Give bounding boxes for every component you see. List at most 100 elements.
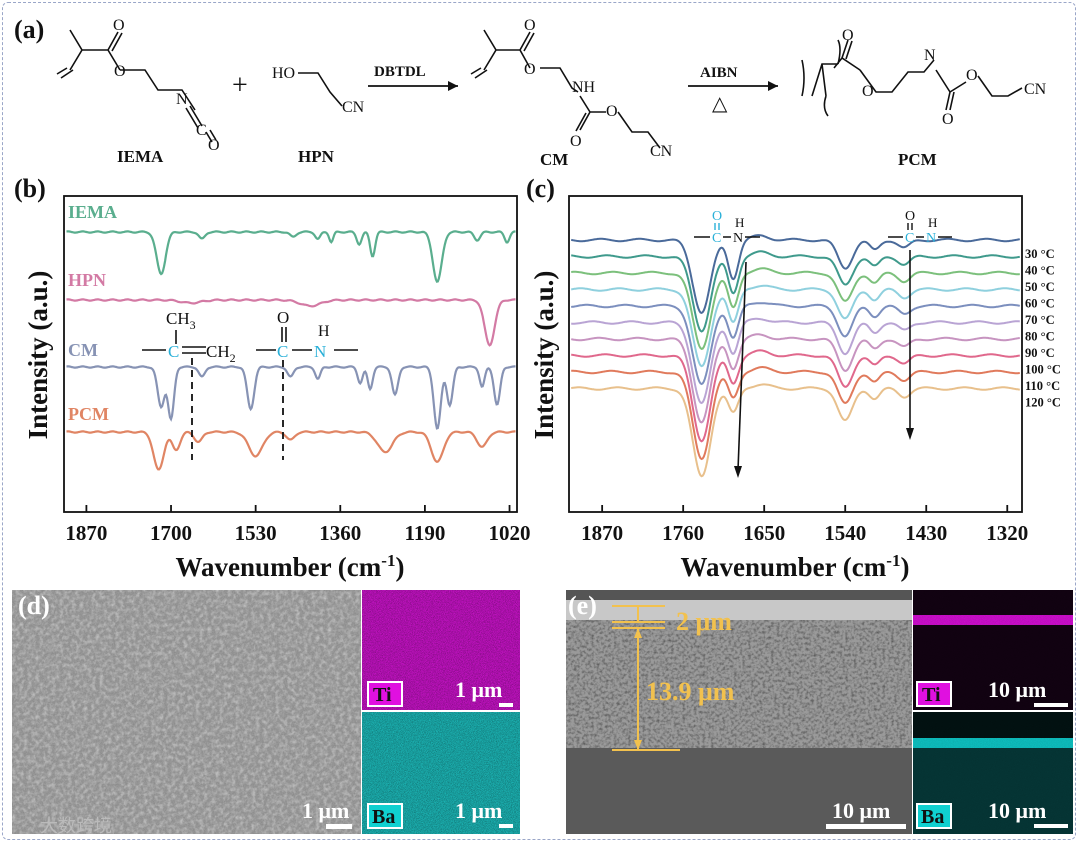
x-tick-label: 1530 <box>235 521 277 545</box>
sem-e-scale-bar <box>826 824 906 829</box>
label-hpn: HPN <box>298 147 335 166</box>
reaction-arrow-2: AIBN △ <box>688 65 778 115</box>
temp-spectrum-line <box>571 365 1020 461</box>
vinyl-group-annotation: CH3 C CH2 <box>142 309 236 460</box>
x-tick-label: 1700 <box>150 521 192 545</box>
temp-legend-label: 30 °C <box>1025 247 1055 261</box>
ti-e-scale-bar <box>1034 703 1068 707</box>
temp-spectrum-line <box>571 317 1020 405</box>
plus-sign: + <box>232 70 248 101</box>
ti-d-scale-bar <box>499 703 513 707</box>
atom-h: H <box>318 323 330 340</box>
x-tick-label: 1760 <box>662 521 704 545</box>
series-names-b: IEMA HPN CM PCM <box>68 202 117 424</box>
cm-structure: O O NH O O CN CM <box>470 17 673 169</box>
x-ticks-b: 1870 1700 1530 1360 1190 1020 <box>65 505 531 545</box>
atom-o: O <box>113 17 125 34</box>
label-pcm: PCM <box>898 150 937 169</box>
temp-spectrum-line <box>571 383 1020 478</box>
atom-o: O <box>114 63 126 80</box>
x-tick-label: 1020 <box>489 521 531 545</box>
y-axis-label-b: Intensity (a.u.) <box>23 271 53 440</box>
panel-a: (a) O O N C O IEMA + HO CN HPN DBTDL <box>14 15 1047 169</box>
atom-c-cyan: C <box>168 342 179 361</box>
atom-c-cyan: C <box>712 231 721 246</box>
substrate-layer <box>566 748 912 834</box>
atom-n-cyan: N <box>314 342 326 361</box>
atom-ch3: CH3 <box>166 309 196 332</box>
temperature-legend: 30 °C 40 °C 50 °C 60 °C 70 °C 80 °C 90 °C 100 °… <box>1025 247 1061 410</box>
x-ticks-c: 1870 1760 1650 1540 1430 1320 <box>581 505 1028 545</box>
reaction-arrow-1: DBTDL <box>368 64 458 91</box>
ti-e-label: Ti <box>922 684 941 706</box>
x-tick-label: 1430 <box>905 521 947 545</box>
spectrum-line-hpn <box>66 298 516 347</box>
iema-structure: O O N C O IEMA <box>56 17 220 166</box>
temp-spectrum-line <box>571 302 1020 386</box>
thick-layer-label: 13.9 μm <box>646 677 735 706</box>
atom-o: O <box>966 67 978 84</box>
atom-o: O <box>570 133 582 150</box>
atom-o: O <box>862 83 874 100</box>
porous-texture <box>566 620 912 748</box>
series-b <box>66 230 516 471</box>
temp-spectrum-line <box>570 284 1020 368</box>
atom-c-cyan: C <box>277 342 288 361</box>
panel-e-label: (e) <box>568 591 597 620</box>
ba-d-scale-bar <box>499 824 513 828</box>
temp-legend-label: 100 °C <box>1025 363 1061 377</box>
spectrum-line-pcm <box>66 430 516 471</box>
atom-ho: HO <box>272 65 295 82</box>
atom-cn: CN <box>1024 81 1047 98</box>
atom-o: O <box>208 137 220 154</box>
series-name-hpn: HPN <box>68 270 106 290</box>
ba-e-scale-label: 10 μm <box>988 798 1046 823</box>
reagent-dbtdl: DBTDL <box>374 64 426 80</box>
y-axis-label-c: Intensity (a.u.) <box>529 271 559 440</box>
ba-e-scale-bar <box>1034 824 1068 828</box>
ba-d-scale-label: 1 μm <box>455 798 502 823</box>
ti-e-scale-label: 10 μm <box>988 677 1046 702</box>
temp-spectrum-line <box>571 333 1020 424</box>
series-name-cm: CM <box>68 340 98 360</box>
temp-legend-label: 60 °C <box>1025 297 1055 311</box>
heat-symbol: △ <box>712 93 728 115</box>
free-urethane-annotation: O C H N <box>694 209 760 246</box>
plot-b-frame <box>63 195 518 513</box>
atom-h: H <box>735 215 744 230</box>
panel-e: (e) 2 μm 13.9 μm 10 μm Ti 10 μm Ba 10 μm <box>566 590 1073 834</box>
spectrum-line-cm <box>66 365 516 430</box>
atom-o: O <box>524 61 536 78</box>
trend-arrows <box>734 250 914 478</box>
panel-d-label: (d) <box>18 591 50 620</box>
temp-legend-label: 70 °C <box>1025 313 1055 327</box>
atom-o: O <box>524 17 536 34</box>
atom-c-cyan: C <box>905 231 914 246</box>
ba-label-box <box>367 803 403 829</box>
spectrum-line-iema <box>66 230 516 283</box>
atom-nh: NH <box>572 79 596 96</box>
temp-legend-label: 40 °C <box>1025 264 1055 278</box>
atom-n: N <box>176 91 188 108</box>
panel-c: (c) Intensity (a.u.) Wavenumber (cm-1) 1… <box>526 174 1061 582</box>
atom-n-cyan: N <box>926 231 936 246</box>
reagent-aibn: AIBN <box>700 65 738 81</box>
ti-label: Ti <box>373 684 392 706</box>
temp-spectrum-line <box>571 349 1020 443</box>
panel-b-label: (b) <box>14 174 46 203</box>
sem-d-scale-bar <box>326 824 352 829</box>
ti-e-label-box <box>916 681 952 707</box>
x-tick-label: 1540 <box>824 521 866 545</box>
atom-cn: CN <box>650 143 673 160</box>
bonded-urethane-annotation: O C H N <box>888 209 952 246</box>
atom-cn: CN <box>342 99 365 116</box>
ba-e-label-box <box>916 803 952 829</box>
temp-legend-label: 120 °C <box>1025 396 1061 410</box>
series-name-iema: IEMA <box>68 202 117 222</box>
atom-o: O <box>842 27 854 44</box>
atom-c: C <box>196 122 207 139</box>
atom-o: O <box>942 111 954 128</box>
ba-e-label: Ba <box>921 806 944 828</box>
